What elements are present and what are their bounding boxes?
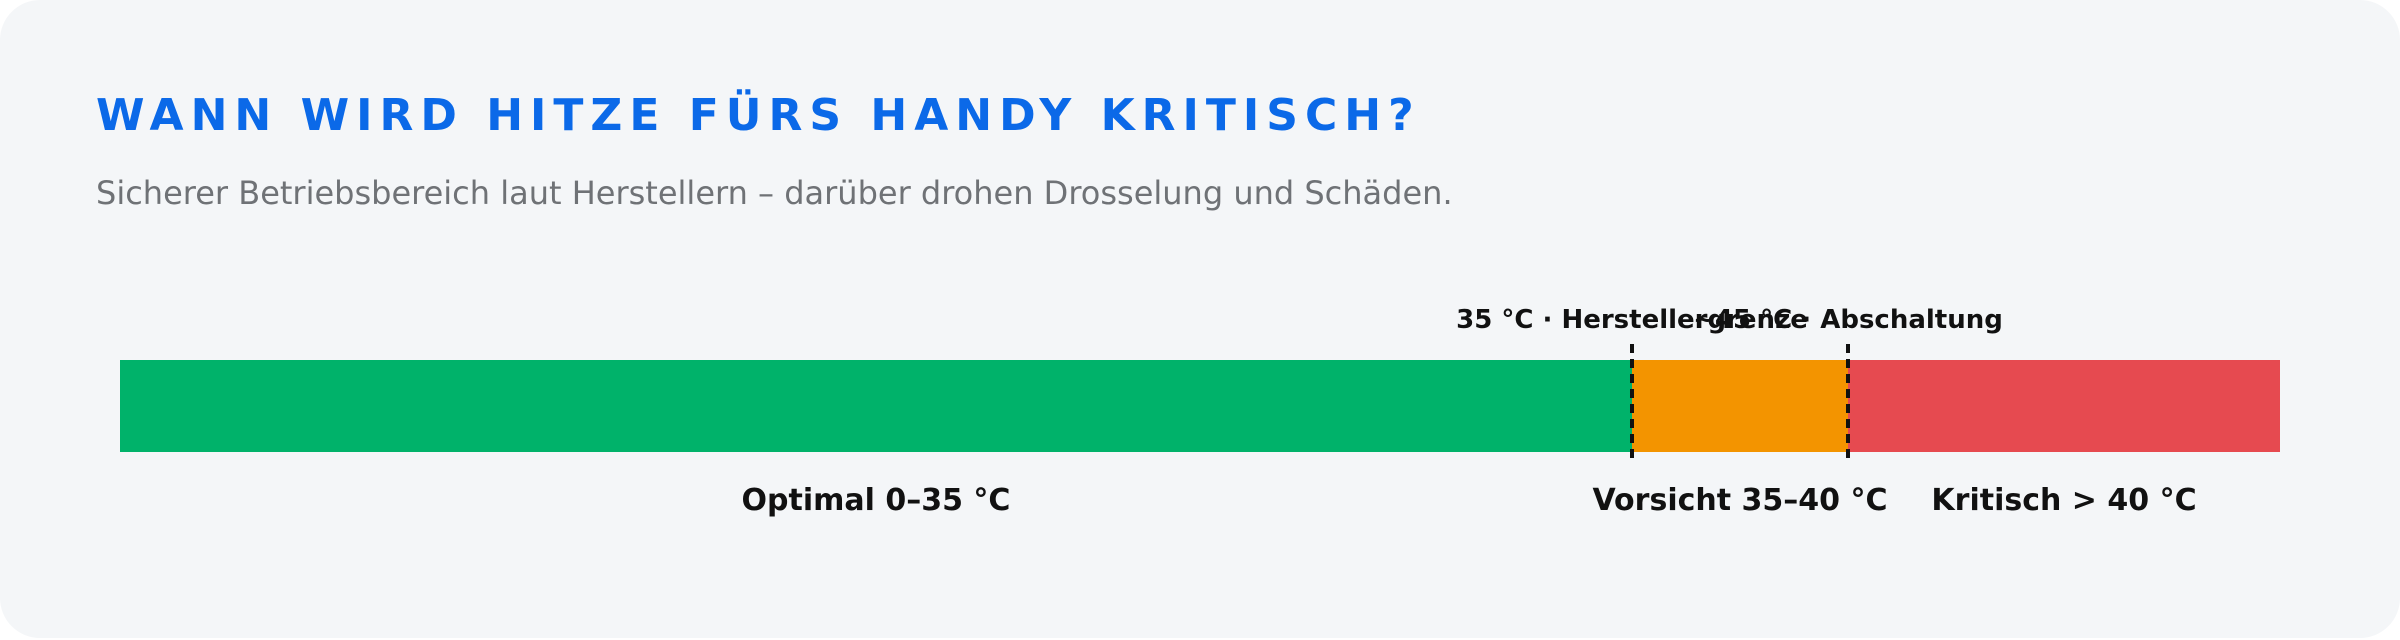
marker-label-0: 35 °C · Herstellergrenze: [1456, 305, 1808, 335]
markers-layer: [1630, 344, 1850, 464]
segment-label-0: Optimal 0–35 °C: [742, 483, 1011, 518]
segment-label-1: Vorsicht 35–40 °C: [1592, 483, 1887, 518]
chart-subtitle: Sicherer Betriebsbereich laut Hersteller…: [96, 174, 1453, 212]
segment-label-2: Kritisch > 40 °C: [1931, 483, 2196, 518]
labels-layer: Optimal 0–35 °C Vorsicht 35–40 °C Kritisch…: [742, 305, 2197, 518]
marker-label-1: ~45 °C · Abschaltung: [1693, 305, 2003, 335]
segment-bar-0: [120, 360, 1632, 452]
segment-bar-2: [1848, 360, 2280, 452]
chart-title: WANN WIRD HITZE FÜRS HANDY KRITISCH?: [96, 90, 1421, 141]
segments-layer: [120, 360, 2280, 452]
segment-bar-1: [1632, 360, 1848, 452]
